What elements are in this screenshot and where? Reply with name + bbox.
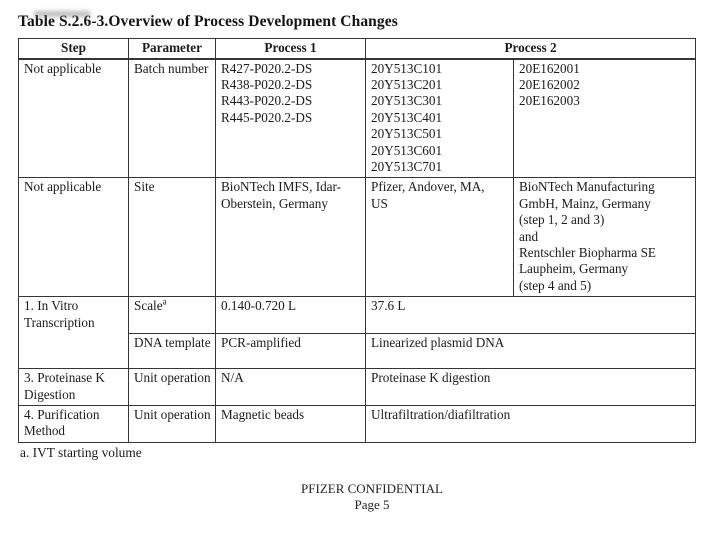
col-header-process2: Process 2	[364, 38, 697, 60]
cell-proteinase-parameter: Unit operation	[128, 368, 216, 406]
page-title: Table S.2.6-3.Overview of Process Develo…	[18, 13, 398, 30]
table-header-row: Step Parameter Process 1 Process 2	[18, 38, 697, 60]
cell-site-process1: BioNTech IMFS, Idar- Oberstein, Germany	[215, 177, 366, 298]
table-row-proteinase: 3. Proteinase K Digestion Unit operation…	[18, 368, 697, 406]
cell-batch-process2b: 20E162001 20E162002 20E162003	[512, 57, 697, 179]
cell-proteinase-process2: Proteinase K digestion	[364, 368, 697, 406]
cell-site-step: Not applicable	[18, 177, 129, 298]
cell-purification-step: 4. Purification Method	[18, 405, 129, 443]
cell-dna-process2: Linearized plasmid DNA	[364, 333, 697, 370]
cell-scale-parameter: Scalea	[128, 296, 216, 335]
process-development-table: Step Parameter Process 1 Process 2 Not a…	[18, 38, 697, 443]
cell-proteinase-process1: N/A	[215, 368, 366, 406]
cell-batch-process2a: 20Y513C101 20Y513C201 20Y513C301 20Y513C…	[365, 57, 514, 179]
cell-ivt-step: 1. In Vitro Transcription	[18, 296, 129, 370]
cell-site-parameter: Site	[128, 177, 216, 298]
scan-artifact-top	[34, 11, 90, 17]
table-footnote: a. IVT starting volume	[20, 444, 142, 460]
cell-site-process2b: BioNTech Manufacturing GmbH, Mainz, Germ…	[512, 177, 697, 298]
cell-batch-parameter: Batch number	[128, 57, 216, 179]
cell-dna-process1: PCR-amplified	[215, 333, 366, 370]
table-row-purification: 4. Purification Method Unit operation Ma…	[18, 405, 697, 443]
col-header-parameter: Parameter	[128, 38, 216, 60]
page-footer: PFIZER CONFIDENTIAL Page 5	[0, 481, 710, 514]
col-header-process1: Process 1	[215, 38, 366, 60]
table-row-site: Not applicable Site BioNTech IMFS, Idar-…	[18, 177, 697, 298]
scale-footnote-marker: a	[162, 296, 167, 307]
cell-purification-parameter: Unit operation	[128, 405, 216, 443]
cell-purification-process2: Ultrafiltration/diafiltration	[364, 405, 697, 443]
cell-dna-parameter: DNA template	[128, 333, 216, 370]
scale-label: Scale	[134, 298, 163, 314]
cell-purification-process1: Magnetic beads	[215, 405, 366, 443]
confidential-label: PFIZER CONFIDENTIAL	[301, 480, 443, 496]
table-row-scale: 1. In Vitro Transcription Scalea 0.140-0…	[18, 296, 697, 370]
cell-scale-process2: 37.6 L	[364, 296, 697, 335]
col-header-step: Step	[18, 38, 129, 60]
cell-proteinase-step: 3. Proteinase K Digestion	[18, 368, 129, 406]
page-number: Page 5	[354, 497, 390, 513]
cell-batch-process1: R427-P020.2-DS R438-P020.2-DS R443-P020.…	[215, 57, 366, 179]
cell-scale-process1: 0.140-0.720 L	[215, 296, 366, 335]
cell-site-process2a: Pfizer, Andover, MA, US	[365, 177, 514, 298]
table-row-dna-template: DNA template PCR-amplified Linearized pl…	[19, 333, 697, 370]
table-row-batch-number: Not applicable Batch number R427-P020.2-…	[18, 57, 697, 179]
cell-batch-step: Not applicable	[18, 57, 129, 179]
